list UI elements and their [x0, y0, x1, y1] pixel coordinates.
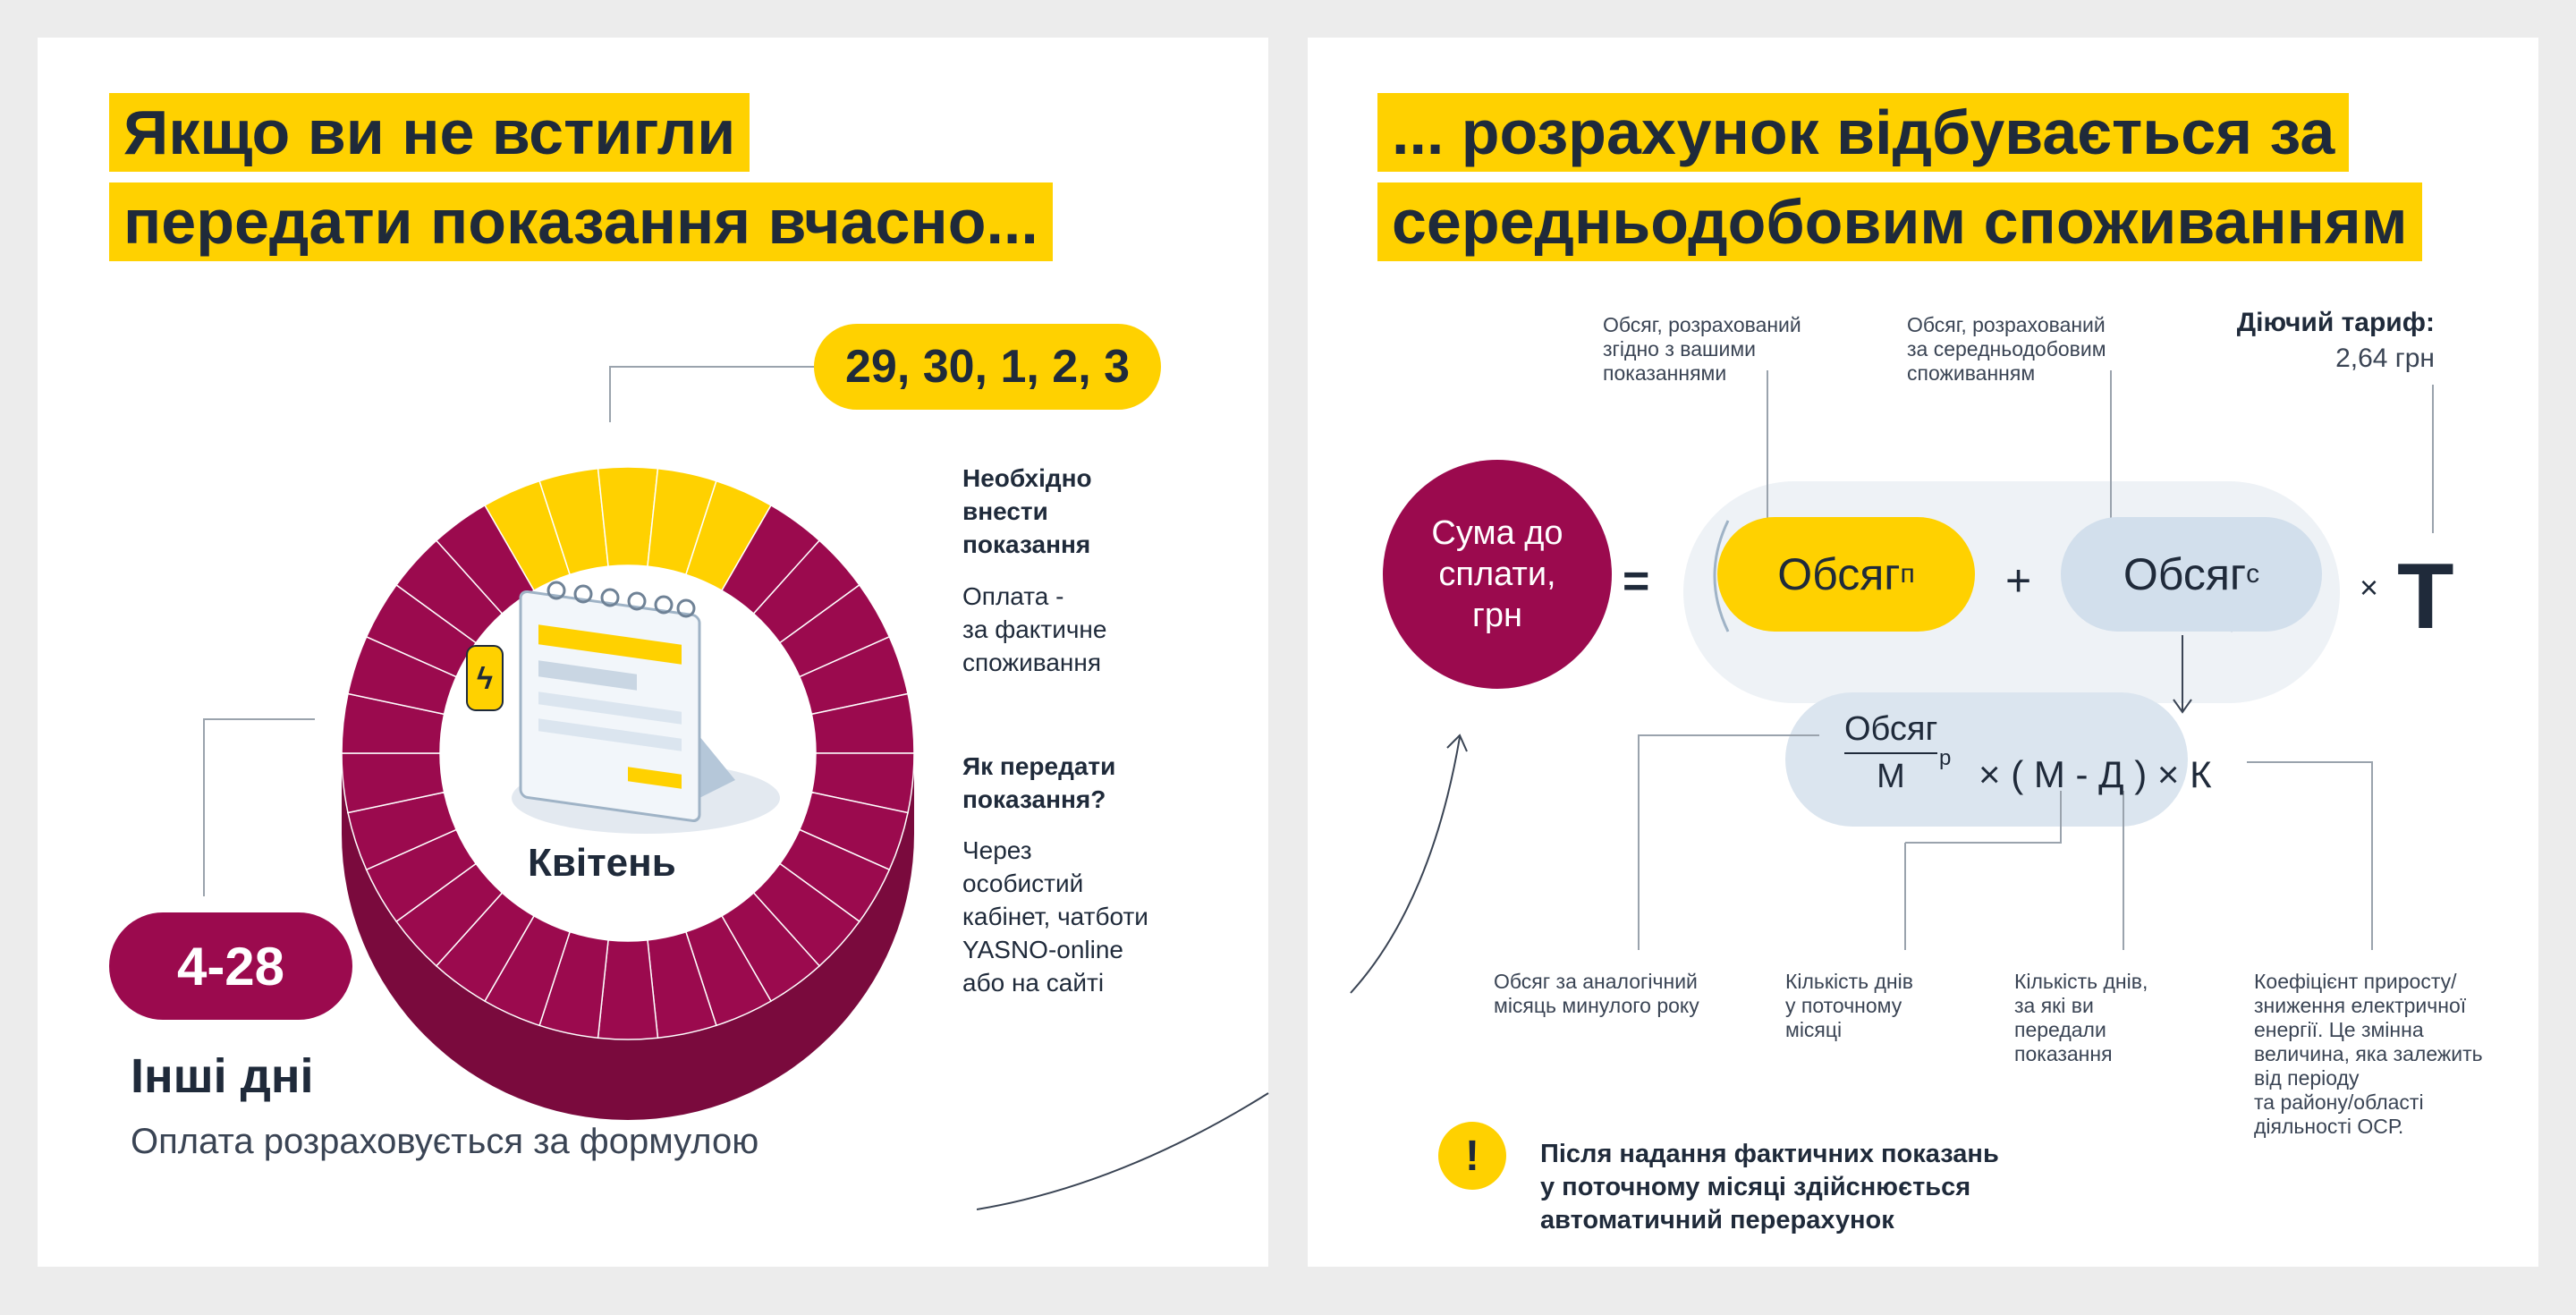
other-days-text: Оплата розраховується за формулою: [131, 1122, 759, 1161]
formula-fraction: Обсяг М: [1844, 710, 1938, 795]
info-heading-2: Як передати показання?: [962, 752, 1116, 813]
month-label: Квітень: [528, 841, 676, 885]
days-badge: 29, 30, 1, 2, 3: [814, 324, 1161, 410]
volume-average-pill: Обсяг с: [2061, 517, 2322, 632]
label-volume-average: Обсяг, розрахований за середньодобовим спо…: [1907, 313, 2106, 385]
left-title-line1: Якщо ви не встигли: [109, 93, 750, 172]
volume-readings-pill: Обсяг п: [1717, 517, 1975, 632]
info-text-2: Через особистий кабінет, чатботи YASNO-onli…: [962, 836, 1148, 997]
right-title-line2: середньодобовим споживанням: [1377, 182, 2422, 261]
tariff-value: 2,64 грн: [2335, 344, 2435, 373]
left-connectors: [203, 366, 816, 896]
sum-circle: Сума до сплати, грн: [1383, 460, 1612, 689]
tariff-title: Діючий тариф:: [2236, 308, 2435, 337]
formula-rest: × ( М - Д ) × К: [1979, 753, 2212, 795]
info-heading-1: Необхідно внести показання: [962, 464, 1092, 558]
warning-text: Після надання фактичних показань у поточн…: [1540, 1140, 1999, 1234]
label-days-not-sent: Кількість днів, за які ви передали показанн…: [2014, 970, 2148, 1065]
other-days-title: Інші дні: [131, 1049, 314, 1103]
label-days-month: Кількість днів у поточному місяці: [1785, 970, 1913, 1041]
month-ring-chart: ϟ: [341, 466, 915, 1120]
label-coefficient: Коефіцієнт приросту/зниження електричної…: [2254, 970, 2483, 1138]
label-prev-year: Обсяг за аналогічний місяць минулого року: [1494, 970, 1699, 1017]
other-days-badge: 4-28: [109, 912, 352, 1020]
label-volume-readings: Обсяг, розрахований згідно з вашими показа…: [1603, 313, 1801, 385]
formula-subscript: р: [1939, 746, 1952, 770]
plus-sign: +: [2005, 556, 2032, 606]
info-text-1: Оплата - за фактичне споживання: [962, 582, 1107, 676]
flow-arrow-left: [977, 1092, 1269, 1210]
right-title-line1: ... розрахунок відбувається за: [1377, 93, 2350, 172]
tariff-symbol: Т: [2397, 545, 2454, 649]
times-sign: ×: [2360, 569, 2379, 606]
equals-sign: =: [1623, 556, 1650, 607]
left-title-line2: передати показання вчасно...: [109, 182, 1053, 261]
right-panel: ... розрахунок відбувається за середньод…: [1308, 38, 2538, 1267]
svg-text:ϟ: ϟ: [477, 662, 493, 696]
left-panel: Якщо ви не встигли передати показання вч…: [38, 38, 1269, 1267]
calendar-icon: ϟ: [466, 581, 780, 834]
warning-icon: !: [1438, 1122, 1506, 1190]
